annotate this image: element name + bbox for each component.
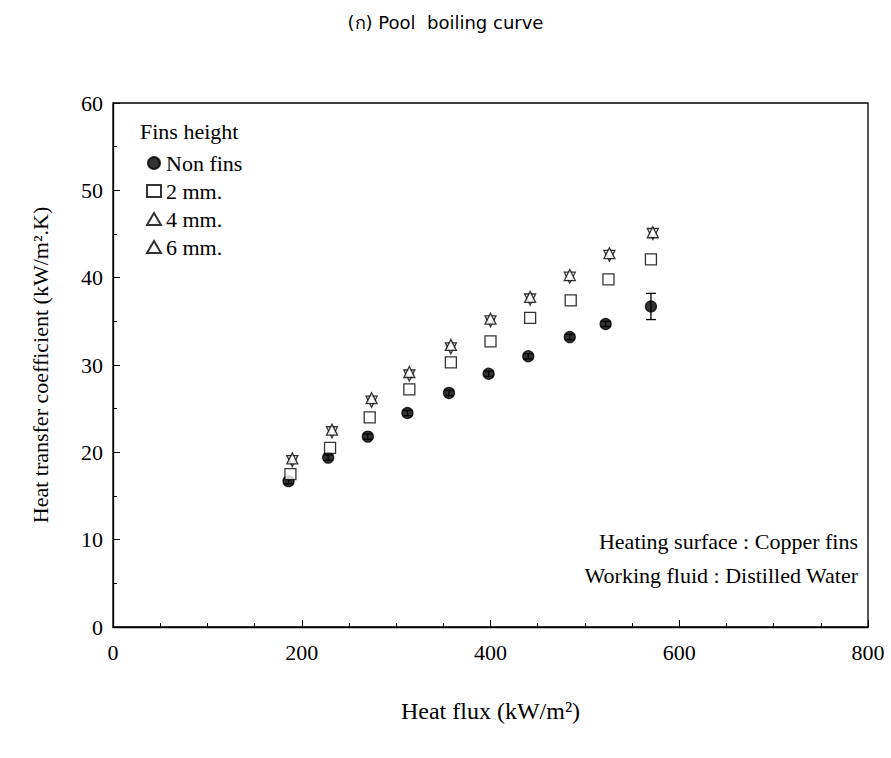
svg-text:40: 40 [81,265,103,290]
svg-text:800: 800 [852,640,885,665]
svg-text:6 mm.: 6 mm. [166,235,222,260]
svg-text:200: 200 [285,640,318,665]
svg-text:Working fluid : Distilled Wate: Working fluid : Distilled Water [585,563,859,588]
svg-text:20: 20 [81,440,103,465]
svg-text:Non fins: Non fins [166,151,242,176]
svg-text:0: 0 [108,640,119,665]
svg-text:Fins height: Fins height [140,119,238,144]
svg-text:2 mm.: 2 mm. [166,179,222,204]
svg-text:(ก) Pool boiling curve: (ก) Pool boiling curve [348,12,544,33]
svg-text:50: 50 [81,178,103,203]
svg-text:30: 30 [81,353,103,378]
svg-text:10: 10 [81,527,103,552]
svg-text:60: 60 [81,91,103,116]
svg-text:400: 400 [474,640,507,665]
svg-text:0: 0 [92,615,103,640]
svg-text:Heat transfer coefficient (kW/: Heat transfer coefficient (kW/m².K) [28,207,53,524]
svg-text:4 mm.: 4 mm. [166,207,222,232]
svg-text:Heating surface : Copper fins: Heating surface : Copper fins [599,529,858,554]
svg-text:Heat flux (kW/m²): Heat flux (kW/m²) [401,698,580,724]
svg-text:600: 600 [663,640,696,665]
